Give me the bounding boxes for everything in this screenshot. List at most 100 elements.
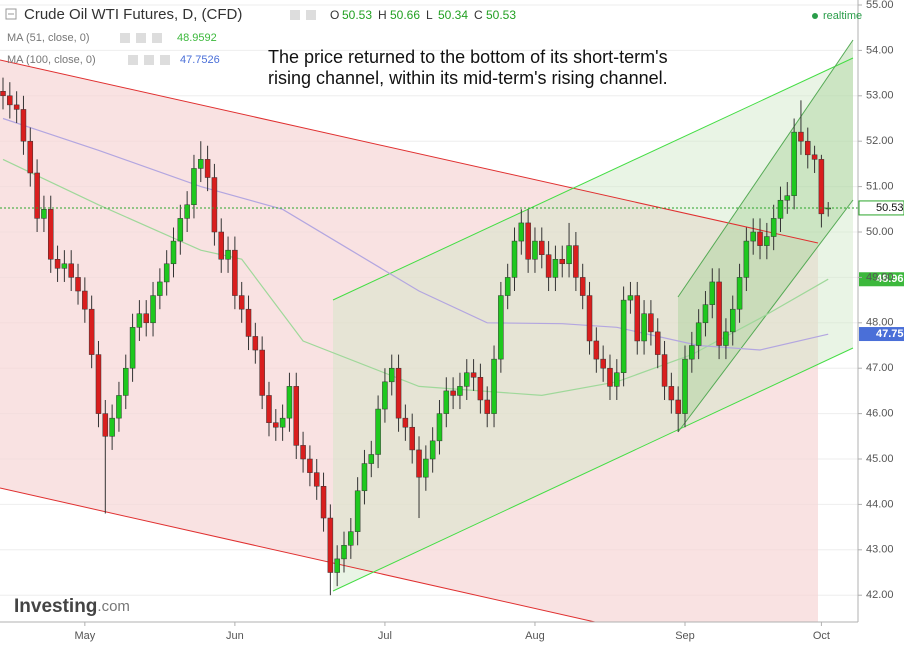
candle-body bbox=[818, 159, 825, 215]
y-tick-label: 54.00 bbox=[866, 44, 894, 56]
candle-body bbox=[770, 218, 777, 237]
ohlc-value: 50.53 bbox=[486, 8, 516, 22]
candle-body bbox=[729, 308, 736, 333]
candle-body bbox=[388, 367, 395, 383]
candle-body bbox=[143, 313, 149, 324]
y-tick-label: 44.00 bbox=[866, 498, 894, 510]
candle-body bbox=[368, 454, 375, 464]
candle-body bbox=[300, 445, 306, 460]
legend-icon bbox=[136, 33, 146, 43]
ohlc-value: 50.34 bbox=[438, 8, 468, 22]
candles bbox=[0, 77, 831, 596]
candle-body bbox=[593, 340, 600, 360]
candle-body bbox=[648, 313, 654, 333]
axis-badge-label: 47.75 bbox=[876, 328, 904, 340]
down-channel-lower bbox=[0, 487, 596, 623]
overlay: 48.96 47.75 50.53 bbox=[0, 200, 904, 342]
candle-body bbox=[757, 231, 763, 246]
candle-body bbox=[600, 358, 606, 369]
annotation-line: rising channel, within its mid-term's ri… bbox=[268, 68, 668, 88]
indicators bbox=[2, 117, 829, 397]
candle-body bbox=[0, 91, 6, 97]
candle-body bbox=[259, 349, 265, 396]
icon[interactable] bbox=[290, 10, 300, 20]
candle-body bbox=[191, 168, 197, 206]
ohlc-legend: O 50.53 H 50.66 L 50.34 C 50.53 bbox=[330, 8, 516, 22]
candle-body bbox=[436, 413, 443, 442]
short-channel-upper bbox=[677, 39, 854, 298]
candle-body bbox=[559, 258, 565, 265]
candle-body bbox=[68, 263, 74, 278]
candle-body bbox=[709, 281, 716, 305]
candle-body bbox=[109, 417, 115, 437]
candle-body bbox=[395, 367, 402, 419]
candle-body bbox=[784, 195, 791, 201]
candle-body bbox=[129, 327, 136, 369]
legend-icon bbox=[160, 55, 170, 65]
short-channel-lower bbox=[677, 199, 854, 433]
candle-body bbox=[116, 395, 122, 419]
candle-body bbox=[225, 249, 231, 260]
x-tick-label: Jul bbox=[378, 630, 392, 642]
y-tick-label: 49.00 bbox=[866, 271, 894, 283]
ohlc-key: L bbox=[426, 8, 433, 22]
candle-body bbox=[136, 313, 143, 328]
ohlc-key: H bbox=[378, 8, 387, 22]
y-tick-label: 42.00 bbox=[866, 589, 894, 601]
candle-body bbox=[777, 199, 784, 219]
candle-body bbox=[320, 485, 327, 519]
ma-line bbox=[2, 117, 829, 351]
candle-body bbox=[723, 331, 729, 346]
candle-body bbox=[354, 490, 361, 532]
last-price-label: 50.53 bbox=[876, 202, 904, 214]
axes: 42.00 43.00 44.00 45.00 46.00 47.00 48.00 49.00… bbox=[74, 0, 893, 642]
x-tick-label: Jun bbox=[226, 630, 244, 642]
icon[interactable] bbox=[306, 10, 316, 20]
candle-body bbox=[273, 422, 279, 428]
y-tick-label: 50.00 bbox=[866, 226, 894, 238]
candle-body bbox=[95, 354, 102, 414]
y-tick-label: 51.00 bbox=[866, 181, 894, 193]
candle-body bbox=[7, 95, 13, 106]
legend-icon bbox=[120, 33, 130, 43]
candle-body bbox=[184, 204, 190, 219]
candle-body bbox=[218, 231, 224, 260]
candle-body bbox=[552, 258, 559, 278]
candle-body bbox=[252, 336, 259, 351]
ma-legend: MA (51, close, 0) 48.9592 MA (100, close, … bbox=[7, 32, 220, 66]
legend-icon bbox=[152, 33, 162, 43]
collapse-icon[interactable] bbox=[5, 8, 17, 20]
candle-body bbox=[689, 345, 695, 360]
candle-body bbox=[627, 295, 634, 301]
down-channel-upper bbox=[0, 59, 819, 244]
candle-body bbox=[443, 390, 450, 414]
y-tick-label: 43.00 bbox=[866, 544, 894, 556]
candle-body bbox=[327, 517, 334, 573]
candle-body bbox=[61, 263, 68, 269]
y-tick-label: 52.00 bbox=[866, 135, 894, 147]
candle-body bbox=[504, 277, 511, 296]
axis-badge-label: 48.96 bbox=[876, 273, 904, 285]
candle-body bbox=[579, 277, 586, 296]
candle-body bbox=[675, 399, 681, 414]
logo: Investing.com bbox=[14, 596, 130, 617]
candle-body bbox=[13, 104, 20, 110]
candle-body bbox=[586, 295, 593, 342]
x-tick-label: May bbox=[74, 630, 95, 642]
candle-body bbox=[484, 399, 490, 414]
candle-body bbox=[668, 386, 675, 401]
candle-body bbox=[811, 154, 818, 160]
candle-body bbox=[341, 545, 347, 560]
candle-body bbox=[307, 458, 313, 473]
mid-channel-upper bbox=[332, 57, 854, 301]
title-icons bbox=[290, 10, 316, 20]
candle-body bbox=[525, 222, 531, 260]
candle-body bbox=[313, 472, 320, 487]
mid-channel-fill bbox=[333, 58, 853, 591]
candle-body bbox=[764, 236, 770, 246]
candle-body bbox=[266, 395, 272, 423]
status: realtime bbox=[823, 10, 862, 22]
candle-body bbox=[736, 277, 743, 310]
chart-title: Crude Oil WTI Futures, D, (CFD) bbox=[24, 6, 242, 23]
